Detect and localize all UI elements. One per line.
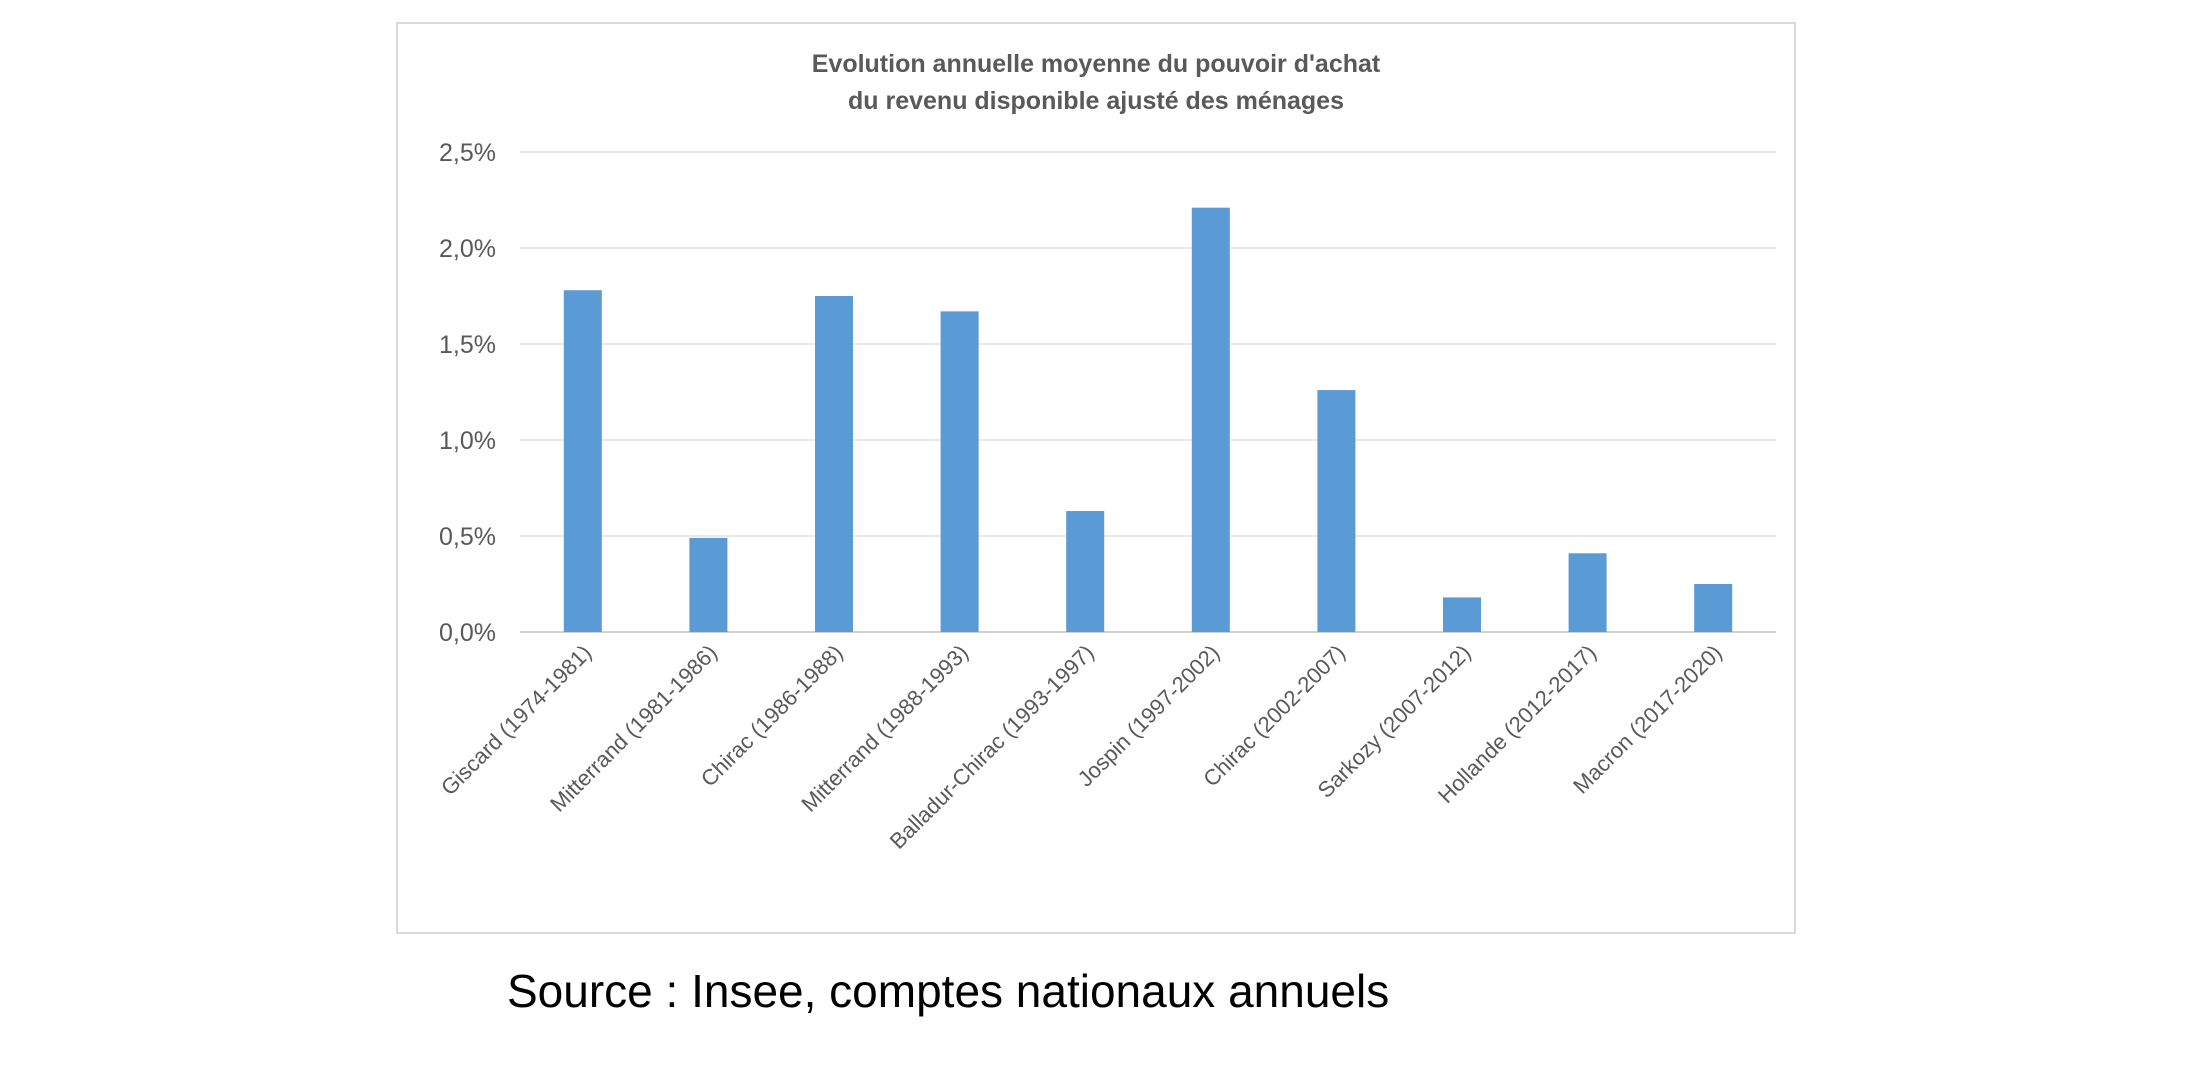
bar	[1317, 390, 1356, 632]
bar	[689, 537, 728, 632]
y-tick-label: 0,0%	[439, 619, 496, 647]
chart-title-line: du revenu disponible ajusté des ménages	[848, 87, 1344, 115]
bar	[940, 311, 979, 632]
bar	[1694, 584, 1733, 632]
y-tick-label: 2,0%	[439, 235, 496, 263]
bar	[1191, 207, 1230, 632]
y-tick-label: 2,5%	[439, 139, 496, 167]
x-tick-label: Chirac (1986-1988)	[696, 640, 848, 792]
bar	[1443, 597, 1481, 632]
bar-chart: Evolution annuelle moyenne du pouvoir d'…	[436, 50, 1776, 854]
chart-title: Evolution annuelle moyenne du pouvoir d'…	[812, 50, 1381, 115]
bar	[815, 296, 853, 632]
y-tick-label: 1,0%	[439, 427, 496, 455]
source-note: Source : Insee, comptes nationaux annuel…	[507, 965, 1390, 1017]
chart-frame: Evolution annuelle moyenne du pouvoir d'…	[396, 22, 1796, 934]
x-tick-label: Chirac (2002-2007)	[1198, 640, 1350, 792]
bar	[563, 290, 602, 632]
y-axis-ticks: 0,0% 0,5% 1,0% 1,5% 2,0% 2,5%	[439, 139, 496, 647]
y-tick-label: 0,5%	[439, 523, 496, 551]
chart-title-line: Evolution annuelle moyenne du pouvoir d'…	[812, 50, 1381, 78]
x-tick-label: Jospin (1997-2002)	[1073, 640, 1225, 792]
grid-lines	[520, 151, 1776, 633]
y-tick-label: 1,5%	[439, 331, 496, 359]
bar	[1066, 511, 1105, 632]
bar	[1568, 553, 1607, 632]
x-tick-label: Balladur-Chirac (1993-1997)	[885, 640, 1099, 854]
bars	[563, 207, 1733, 632]
x-axis-labels: Giscard (1974-1981)Mitterrand (1981-1986…	[436, 640, 1727, 854]
